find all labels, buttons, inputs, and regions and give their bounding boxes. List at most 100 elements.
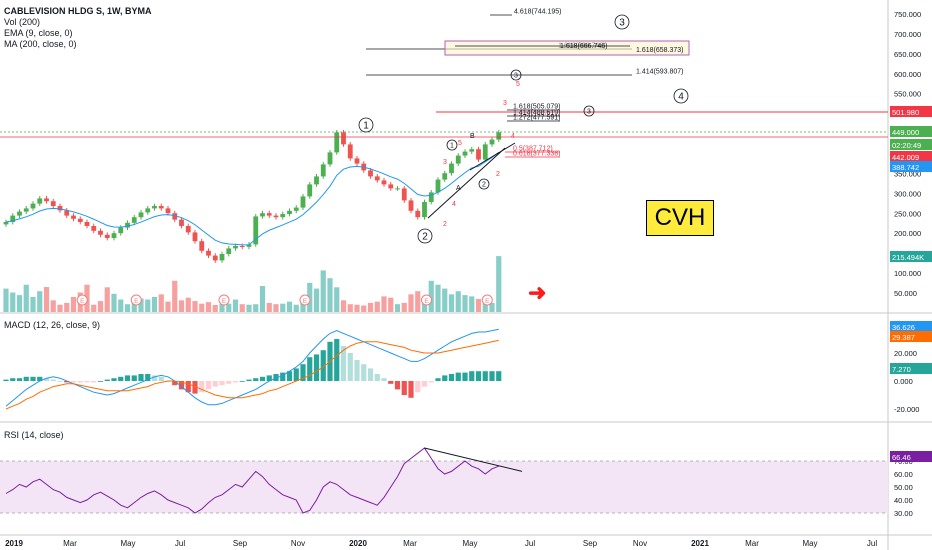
macd-axis-label: 7.270: [892, 365, 911, 374]
volume-bar: [347, 304, 353, 312]
volume-bar: [131, 302, 137, 312]
volume-bar: [212, 304, 218, 312]
candle-body: [482, 144, 488, 160]
rsi-tick-label: 40.00: [894, 496, 913, 505]
volume-bar: [165, 301, 171, 312]
macd-axis-label: 36.626: [892, 323, 915, 332]
candle-body: [442, 173, 448, 180]
volume-bar: [327, 278, 333, 312]
volume-bar: [16, 295, 23, 312]
candle-body: [239, 246, 245, 247]
macd-histogram-bar: [70, 381, 77, 383]
price-axis-label: 215.494K: [892, 253, 924, 262]
price-axis-label: 388.742: [892, 163, 919, 172]
x-tick-label: Jul: [525, 539, 535, 548]
rsi-axis-label-bg: [890, 451, 932, 462]
macd-title[interactable]: MACD (12, 26, close, 9): [4, 320, 101, 330]
macd-histogram-bar: [178, 381, 185, 390]
candle-body: [30, 203, 36, 209]
price-axis-label: 501.980: [892, 108, 919, 117]
candle-body: [455, 155, 461, 164]
candle-body: [320, 164, 326, 177]
macd-histogram-bar: [138, 374, 144, 381]
macd-histogram-bar: [428, 381, 434, 383]
wave-label: 2: [496, 171, 500, 178]
macd-histogram-bar: [97, 381, 104, 382]
legend-ema[interactable]: EMA (9, close, 0): [4, 28, 73, 38]
rsi-divergence-line: [424, 447, 523, 472]
macd-axis-label-bg: [890, 331, 932, 342]
candle-body: [23, 208, 29, 212]
candle-body: [226, 248, 232, 254]
earnings-marker: [130, 294, 142, 306]
candle-body: [3, 222, 9, 225]
wave-label: 5: [516, 81, 520, 88]
macd-histogram-bar: [23, 376, 29, 381]
volume-bar: [442, 288, 448, 312]
legend-symbol[interactable]: CABLEVISION HLDG S, 1W, BYMA: [4, 6, 152, 16]
macd-histogram-bar: [455, 372, 461, 381]
macd-histogram-bar: [259, 376, 266, 381]
candle-body: [158, 206, 164, 209]
fib-label: 1.618(666.746): [560, 43, 607, 50]
wave-marker-circle: [446, 139, 458, 151]
candle-body: [266, 213, 272, 216]
macd-axis-label-bg: [890, 321, 932, 332]
macd-histogram-bar: [293, 368, 299, 381]
volume-bar: [401, 302, 407, 312]
volume-bar: [320, 270, 326, 312]
volume-bar: [354, 304, 360, 312]
volume-bar: [334, 287, 340, 312]
earnings-marker-label: E: [80, 298, 85, 305]
price-axis-label-bg: [890, 126, 932, 137]
legend-ma[interactable]: MA (200, close, 0): [4, 39, 77, 49]
macd-histogram-bar: [367, 368, 374, 381]
volume-bar: [455, 291, 461, 312]
volume-bar: [226, 303, 232, 312]
candle-body: [462, 151, 468, 156]
x-tick-label: Jul: [867, 539, 877, 548]
volume-bar: [104, 287, 110, 312]
volume-bar: [381, 296, 387, 312]
candle-body: [57, 206, 63, 211]
macd-histogram-bar: [84, 381, 90, 383]
volume-bar: [280, 303, 286, 312]
x-tick-label: Jul: [175, 539, 185, 548]
rsi-title[interactable]: RSI (14, close): [4, 430, 64, 440]
macd-histogram-bar: [239, 381, 245, 382]
macd-histogram-bar: [482, 371, 488, 381]
volume-bar: [185, 297, 191, 312]
candle-body: [435, 179, 441, 193]
candle-body: [354, 158, 360, 164]
price-tick-label: 300.000: [894, 189, 921, 198]
cvh-watermark: CVH: [646, 200, 714, 236]
wave-marker-circle: [673, 88, 689, 104]
macd-tick-label: 0.000: [894, 377, 913, 386]
candle-body: [280, 214, 286, 218]
volume-bar: [253, 304, 259, 312]
candle-body: [84, 222, 90, 226]
macd-histogram-bar: [212, 381, 218, 387]
macd-histogram-bar: [273, 374, 279, 381]
macd-line: [5, 328, 499, 407]
earnings-marker: [421, 294, 432, 306]
macd-histogram-bar: [266, 375, 272, 381]
macd-histogram-bar: [205, 381, 212, 390]
x-tick-label: Sep: [583, 539, 598, 548]
candle-body: [246, 244, 252, 247]
macd-histogram-bar: [64, 381, 70, 383]
candle-body: [91, 226, 97, 231]
volume-bar: [30, 296, 36, 312]
price-axis-label-bg: [890, 106, 932, 117]
wave-marker-label: 3: [619, 18, 625, 29]
candle-body: [50, 201, 56, 206]
candle-body: [37, 198, 43, 204]
volume-bar: [219, 304, 225, 312]
candle-body: [314, 176, 319, 185]
macd-histogram-bar: [131, 375, 137, 381]
candle-body: [104, 234, 110, 238]
volume-bar: [388, 297, 394, 312]
price-axis-label-bg: [890, 251, 932, 262]
legend-vol[interactable]: Vol (200): [4, 17, 41, 27]
